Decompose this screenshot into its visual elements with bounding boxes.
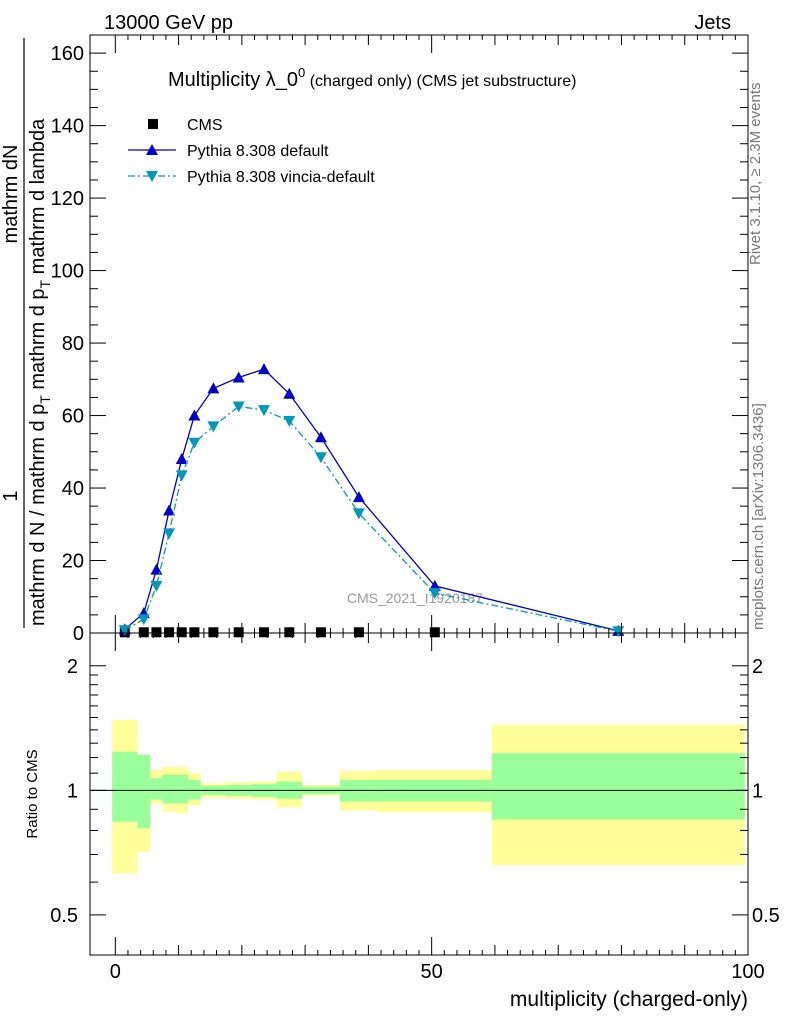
y-tick-label: 60 [62,406,84,428]
vincia-point [257,405,270,417]
analysis-watermark: CMS_2021_I1920187 [347,590,483,606]
main-y-label: 1 mathrm dN mathrm d N / mathrm d pT mat… [0,38,53,628]
ratio-bands-layer [90,719,748,874]
cms-point [138,627,149,638]
ratio-band-green [137,754,151,829]
cms-point [164,627,175,638]
ratio-x-axis: 0 50 100 [110,633,765,983]
y-tick-label: 160 [51,43,84,65]
chart-title: Multiplicity λ_00 (charged only) (CMS je… [168,65,576,91]
vincia-point [175,470,188,482]
default-point [207,382,220,394]
legend-vincia-label: Pythia 8.308 vincia-default [187,169,375,186]
ratio-band-green [491,753,745,820]
x-tick-label: 50 [421,961,443,983]
default-point [163,504,176,516]
ratio-y-tick-label: 1 [67,780,78,802]
cms-point [176,627,187,638]
vincia-point [163,528,176,540]
ratio-y-tick-label-right: 1 [752,780,763,802]
default-point [175,453,188,465]
ylabel-dn: mathrm dN [0,145,22,244]
main-y-axis: 0 20 40 60 80 100 120 140 160 [51,43,748,645]
cms-point [315,627,326,638]
y-tick-label: 120 [51,188,84,210]
default-point [188,409,201,421]
default-point [314,431,327,443]
vincia-point [137,614,150,626]
ratio-band-green [175,774,189,804]
vincia-point [232,401,245,413]
legend-vincia-marker [146,171,158,182]
cms-point [429,627,440,638]
cms-point [284,627,295,638]
ratio-y-tick-label: 0.5 [50,905,78,927]
vincia-point [314,452,327,464]
default-point [283,387,296,399]
main-panel: CMS_2021_I1920187 020406080100120140160 … [0,34,749,645]
ratio-band-green [188,779,201,800]
vincia-point [150,580,163,592]
series-line-1 [124,368,619,632]
default-point [232,371,245,383]
cms-point [189,627,200,638]
legend: CMS Pythia 8.308 default Pythia 8.308 vi… [128,117,375,186]
ratio-y-axis: 0.5 0.5 1 1 2 2 [50,656,780,927]
legend-default-label: Pythia 8.308 default [187,143,329,160]
default-point [257,363,270,375]
mcplots-label: mcplots.cern.ch [arXiv:1306.3436] [750,403,767,630]
cms-point [233,627,244,638]
chart-title-sup: 0 [298,65,305,80]
chart-title-main: Multiplicity λ_0 [168,69,298,91]
chart-title-suffix: (charged only) (CMS jet substructure) [305,73,576,90]
vincia-point [352,508,365,520]
x-tick-label: 100 [731,961,764,983]
vincia-point [118,625,131,637]
cms-point [353,627,364,638]
ylabel-denominator-text: mathrm d N / mathrm d p [27,404,49,626]
ylabel-denominator-sub2: T [37,279,53,288]
x-tick-label: 0 [110,961,121,983]
default-point [150,563,163,575]
default-point [352,491,365,503]
rivet-label: Rivet 3.1.10, ≥ 2.3M events [747,83,764,266]
cms-point [208,627,219,638]
ratio-band-green [112,751,138,822]
x-axis-label: multiplicity (charged-only) [510,988,748,1011]
ratio-band-green [150,778,163,800]
legend-cms-label: CMS [187,117,223,134]
ylabel-denominator-sub: T [37,395,53,404]
ratio-y-tick-label: 2 [67,656,78,678]
vincia-point [188,437,201,449]
header-energy: 13000 GeV pp [104,12,233,34]
y-tick-label: 80 [62,333,84,355]
legend-default-marker [146,144,158,155]
ratio-y-tick-label-right: 0.5 [752,905,780,927]
y-tick-label: 0 [73,623,84,645]
vincia-point [428,588,441,600]
main-series-layer [118,363,625,638]
cms-point [151,627,162,638]
vincia-point [207,421,220,433]
cms-point [258,627,269,638]
ratio-band-green [162,774,176,804]
y-tick-label: 100 [51,261,84,283]
ylabel-denominator: mathrm d N / mathrm d pT mathrm d pT mat… [27,118,53,626]
y-tick-label: 20 [62,551,84,573]
legend-cms-marker [148,119,158,129]
ylabel-denominator-tail: mathrm d p [27,288,49,395]
header-jets: Jets [694,12,731,34]
ratio-y-tick-label-right: 2 [752,656,763,678]
main-x-axis [114,35,749,633]
y-tick-label: 140 [51,116,84,138]
ratio-panel: 0.5 0.5 1 1 2 2 0 50 100 Ratio to CMS multiplic… [24,632,780,1011]
ylabel-one: 1 [0,490,22,501]
series-line-2 [124,405,619,632]
ylabel-denominator-end: mathrm d lambda [27,118,49,280]
vincia-point [283,415,296,427]
ratio-y-label: Ratio to CMS [24,749,41,838]
y-tick-label: 40 [62,478,84,500]
